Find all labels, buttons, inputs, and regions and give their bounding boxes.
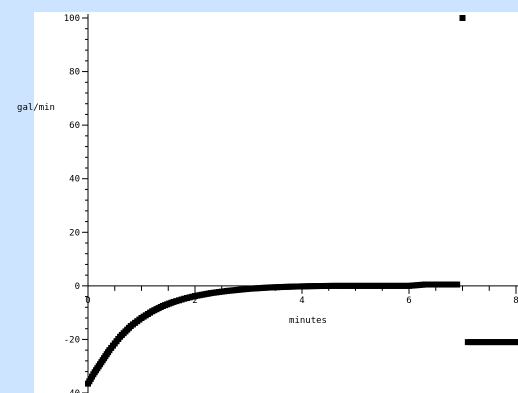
data-point <box>454 281 461 288</box>
y-tick-label: 40 <box>69 175 80 185</box>
ticks <box>82 17 517 393</box>
x-tick-label: 8 <box>513 296 518 306</box>
x-tick-label: 4 <box>299 296 304 306</box>
y-tick-label: 20 <box>69 228 80 238</box>
data-point <box>459 15 466 21</box>
y-tick-label: -20 <box>64 335 80 345</box>
y-tick-label: -40 <box>64 389 80 393</box>
x-tick-label: 0 <box>85 296 90 306</box>
data-points <box>85 15 518 387</box>
y-tick-label: 80 <box>69 68 80 78</box>
x-tick-label: 2 <box>192 296 197 306</box>
data-point <box>515 339 518 346</box>
axes <box>87 14 518 393</box>
y-tick-label: 60 <box>69 121 80 131</box>
x-axis-label: minutes <box>289 316 327 326</box>
x-tick-label: 6 <box>406 296 411 306</box>
y-tick-label: 100 <box>64 14 80 24</box>
tick-labels: -40 -20 0 20 40 60 80 100 0 2 4 6 8 <box>64 14 518 393</box>
y-tick-label: 0 <box>75 282 80 292</box>
data-point <box>513 339 518 346</box>
y-axis-label: gal/min <box>17 103 55 113</box>
